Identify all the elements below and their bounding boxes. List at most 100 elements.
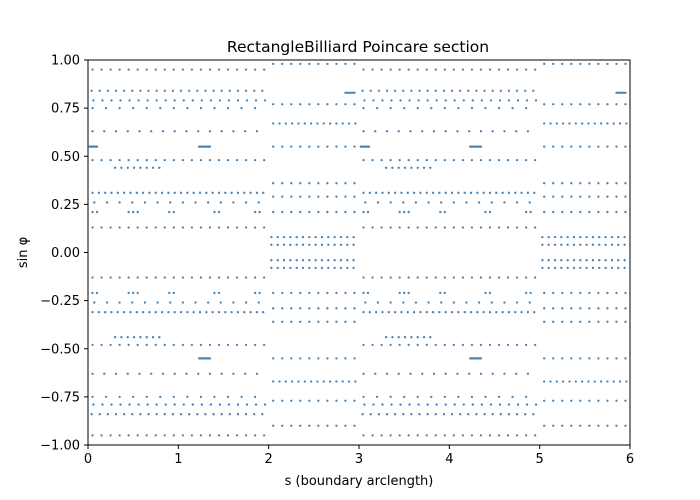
scatter-point <box>543 210 546 214</box>
scatter-point <box>167 311 170 314</box>
scatter-point <box>299 357 302 360</box>
scatter-point <box>127 210 130 214</box>
scatter-point <box>461 158 465 162</box>
scatter-point <box>217 343 221 347</box>
scatter-point <box>127 434 130 437</box>
scatter-point <box>488 434 492 437</box>
scatter-point <box>543 320 546 323</box>
scatter-point <box>353 357 356 360</box>
scatter-point <box>236 413 240 416</box>
scatter-point <box>308 357 311 360</box>
scatter-point <box>528 201 531 204</box>
scatter-point <box>290 182 293 185</box>
scatter-point <box>625 122 628 125</box>
scatter-point <box>416 276 419 279</box>
scatter-point <box>192 191 195 194</box>
scatter-point <box>156 301 159 304</box>
scatter-point <box>346 266 349 270</box>
scatter-point <box>426 413 429 416</box>
scatter-point <box>623 259 626 262</box>
scatter-point <box>398 434 401 437</box>
scatter-point <box>344 91 347 94</box>
scatter-point <box>497 158 501 162</box>
scatter-point <box>610 266 614 270</box>
scatter-point <box>235 68 239 71</box>
y-tick-label: −0.25 <box>40 294 80 309</box>
scatter-point <box>515 201 519 204</box>
scatter-point <box>173 403 176 406</box>
scatter-point <box>276 266 279 270</box>
scatter-point <box>438 311 441 314</box>
x-tick-label: 0 <box>84 452 92 467</box>
scatter-point <box>263 99 267 102</box>
scatter-point <box>333 259 336 262</box>
x-tick-label: 3 <box>355 452 363 467</box>
scatter-point <box>101 99 104 102</box>
scatter-point <box>299 195 302 198</box>
scatter-point <box>226 158 230 162</box>
scatter-point <box>263 343 266 347</box>
scatter-point <box>208 158 212 162</box>
scatter-point <box>212 413 215 416</box>
scatter-point <box>604 235 607 239</box>
scatter-point <box>371 158 374 162</box>
scatter-point <box>118 68 121 71</box>
scatter-point <box>179 311 183 314</box>
scatter-point <box>376 201 380 204</box>
scatter-point <box>599 380 603 383</box>
scatter-point <box>208 68 212 71</box>
scatter-point <box>385 130 389 133</box>
scatter-point <box>615 91 618 94</box>
scatter-point <box>173 130 176 133</box>
scatter-point <box>335 399 338 402</box>
scatter-point <box>579 195 582 198</box>
scatter-point <box>301 266 305 270</box>
scatter-point <box>387 311 390 314</box>
scatter-point <box>190 434 194 437</box>
scatter-point <box>249 191 252 194</box>
scatter-point <box>136 210 139 214</box>
scatter-point <box>317 62 320 65</box>
scatter-point <box>524 89 527 92</box>
scatter-point <box>625 380 628 383</box>
scatter-point <box>349 91 353 94</box>
scatter-point <box>617 259 620 262</box>
scatter-point <box>452 201 455 204</box>
scatter-point <box>105 301 109 304</box>
scatter-point <box>622 91 625 94</box>
scatter-point <box>534 434 537 437</box>
scatter-point <box>344 62 347 65</box>
scatter-point <box>430 395 433 399</box>
scatter-point <box>92 99 95 102</box>
scatter-point <box>104 311 107 314</box>
scatter-point <box>333 266 336 270</box>
scatter-point <box>588 182 591 185</box>
scatter-point <box>335 291 338 295</box>
scatter-point <box>95 291 99 295</box>
scatter-point <box>552 195 555 198</box>
scatter-point <box>243 311 246 314</box>
scatter-point <box>244 434 248 437</box>
scatter-point <box>163 226 166 229</box>
scatter-point <box>299 103 302 106</box>
scatter-point <box>163 158 166 162</box>
scatter-point <box>118 395 121 399</box>
scatter-point <box>476 191 479 194</box>
scatter-point <box>491 413 494 416</box>
scatter-point <box>366 291 370 295</box>
scatter-point <box>515 276 519 279</box>
scatter-point <box>587 380 590 383</box>
scatter-point <box>403 336 407 339</box>
scatter-point <box>235 434 239 437</box>
scatter-point <box>444 130 447 133</box>
scatter-point <box>110 99 113 102</box>
scatter-point <box>289 235 292 239</box>
scatter-point <box>431 191 435 194</box>
scatter-point <box>443 68 446 71</box>
scatter-point <box>511 395 514 399</box>
scatter-point <box>606 182 609 185</box>
scatter-point <box>209 403 213 406</box>
scatter-point <box>344 195 347 198</box>
scatter-point <box>154 276 157 279</box>
scatter-point <box>560 266 563 270</box>
